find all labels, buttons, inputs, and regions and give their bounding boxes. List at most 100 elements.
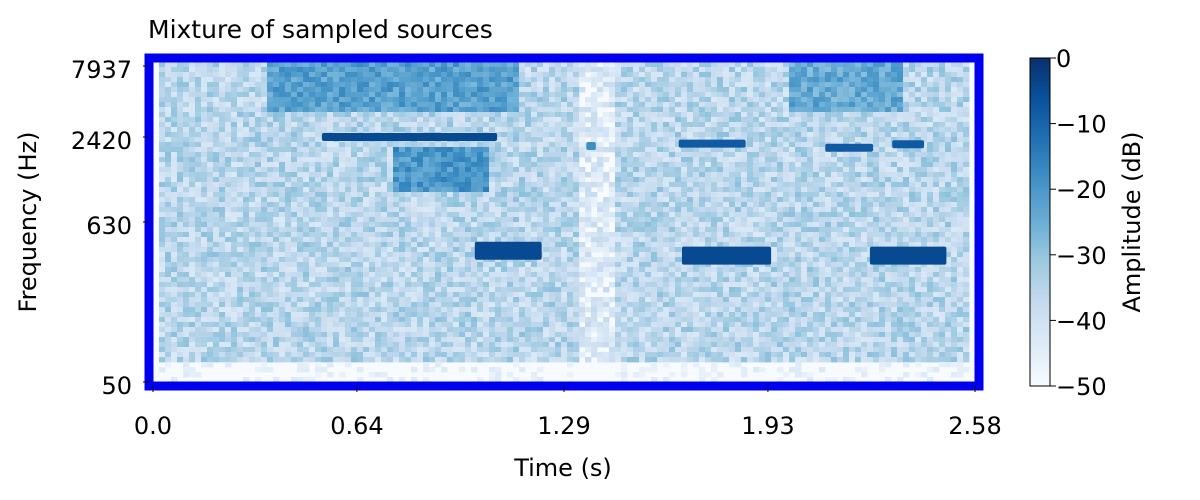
heatmap-cell — [225, 92, 232, 98]
heatmap-cell — [189, 102, 196, 108]
heatmap-cell — [213, 257, 220, 263]
heatmap-cell — [411, 352, 418, 358]
heatmap-cell — [507, 62, 514, 68]
heatmap-cell — [231, 312, 238, 318]
heatmap-cell — [297, 327, 304, 333]
heatmap-cell — [261, 312, 268, 318]
heatmap-cell — [213, 347, 220, 353]
heatmap-cell — [207, 117, 214, 123]
heatmap-cell — [543, 257, 550, 263]
heatmap-cell — [531, 327, 538, 333]
heatmap-cell — [165, 177, 172, 183]
heatmap-cell — [549, 322, 556, 328]
heatmap-cell — [507, 87, 514, 93]
heatmap-cell — [561, 157, 568, 163]
heatmap-cell — [645, 117, 652, 123]
heatmap-cell — [255, 62, 262, 68]
heatmap-cell — [585, 232, 592, 238]
heatmap-cell — [201, 112, 208, 118]
heatmap-cell — [633, 242, 640, 248]
heatmap-cell — [477, 262, 484, 268]
heatmap-cell — [291, 137, 298, 143]
heatmap-cell — [207, 267, 214, 273]
heatmap-cell — [393, 287, 400, 293]
heatmap-cell — [165, 302, 172, 308]
heatmap-cell — [513, 182, 520, 188]
heatmap-cell — [621, 252, 628, 258]
heatmap-cell — [435, 92, 442, 98]
heatmap-cell — [399, 252, 406, 258]
heatmap-cell — [387, 292, 394, 298]
heatmap-cell — [285, 167, 292, 173]
heatmap-cell — [423, 227, 430, 233]
heatmap-cell — [501, 237, 508, 243]
heatmap-cell — [501, 192, 508, 198]
heatmap-cell — [243, 317, 250, 323]
heatmap-cell — [267, 212, 274, 218]
heatmap-cell — [357, 67, 364, 73]
heatmap-cell — [315, 177, 322, 183]
heatmap-cell — [237, 332, 244, 338]
heatmap-cell — [177, 347, 184, 353]
heatmap-cell — [519, 127, 526, 133]
heatmap-cell — [195, 137, 202, 143]
heatmap-cell — [339, 332, 346, 338]
heatmap-cell — [513, 342, 520, 348]
heatmap-cell — [417, 172, 424, 178]
heatmap-cell — [519, 367, 526, 373]
heatmap-cell — [291, 162, 298, 168]
heatmap-cell — [165, 132, 172, 138]
heatmap-cell — [159, 152, 166, 158]
heatmap-cell — [483, 307, 490, 313]
heatmap-cell — [195, 302, 202, 308]
heatmap-cell — [351, 142, 358, 148]
heatmap-cell — [567, 62, 574, 68]
heatmap-cell — [363, 262, 370, 268]
heatmap-cell — [291, 277, 298, 283]
heatmap-cell — [339, 237, 346, 243]
heatmap-cell — [435, 117, 442, 123]
heatmap-cell — [501, 157, 508, 163]
heatmap-cell — [303, 357, 310, 363]
heatmap-cell — [459, 322, 466, 328]
heatmap-cell — [639, 337, 646, 343]
heatmap-cell — [345, 337, 352, 343]
heatmap-cell — [387, 72, 394, 78]
heatmap-cell — [405, 67, 412, 73]
heatmap-cell — [543, 277, 550, 283]
heatmap-cell — [159, 177, 166, 183]
heatmap-cell — [603, 222, 610, 228]
heatmap-cell — [207, 217, 214, 223]
heatmap-cell — [189, 227, 196, 233]
heatmap-cell — [489, 347, 496, 353]
heatmap-cell — [411, 347, 418, 353]
heatmap-cell — [315, 72, 322, 78]
heatmap-cell — [177, 207, 184, 213]
heatmap-cell — [633, 212, 640, 218]
heatmap-cell — [261, 322, 268, 328]
heatmap-cell — [159, 337, 166, 343]
heatmap-cell — [645, 162, 652, 168]
heatmap-cell — [627, 92, 634, 98]
heatmap-cell — [549, 302, 556, 308]
heatmap-cell — [369, 227, 376, 233]
heatmap-cell — [459, 332, 466, 338]
heatmap-cell — [633, 327, 640, 333]
heatmap-cell — [201, 342, 208, 348]
heatmap-cell — [429, 92, 436, 98]
heatmap-cell — [345, 142, 352, 148]
heatmap-cell — [657, 82, 664, 88]
heatmap-cell — [249, 92, 256, 98]
heatmap-cell — [531, 137, 538, 143]
heatmap-cell — [423, 147, 430, 153]
heatmap-cell — [231, 87, 238, 93]
heatmap-cell — [327, 157, 334, 163]
heatmap-cell — [165, 347, 172, 353]
heatmap-cell — [555, 202, 562, 208]
heatmap-cell — [249, 192, 256, 198]
heatmap-cell — [165, 172, 172, 178]
heatmap-cell — [399, 267, 406, 273]
heatmap-cell — [651, 92, 658, 98]
heatmap-cell — [339, 247, 346, 253]
heatmap-cell — [201, 92, 208, 98]
